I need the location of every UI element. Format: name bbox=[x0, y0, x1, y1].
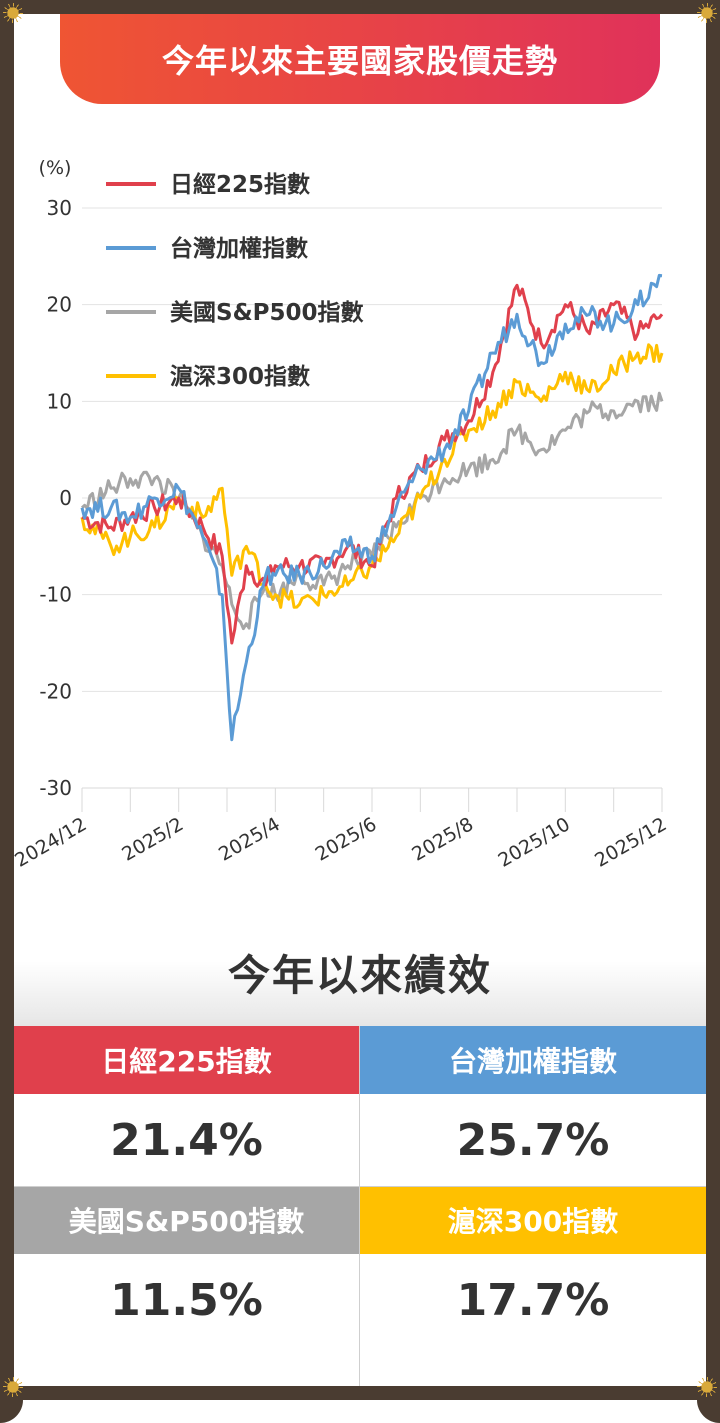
line-chart: 30 20 10 0 -10 -20 -30 (%) 2024/12 2025/2 2025/4… bbox=[11, 157, 670, 872]
performance-cell-sp500: 美國S&P500指數 11.5% bbox=[14, 1186, 359, 1346]
x-tick-label: 2025/4 bbox=[215, 813, 284, 865]
sun-icon bbox=[697, 3, 717, 23]
grid-divider-horizontal bbox=[14, 1186, 706, 1187]
x-tick-label: 2025/6 bbox=[312, 813, 381, 865]
performance-value: 21.4% bbox=[14, 1094, 359, 1186]
y-tick-label: 10 bbox=[47, 389, 72, 413]
chart-series bbox=[80, 273, 664, 742]
performance-grid: 日經225指數 21.4% 台灣加權指數 25.7% 美國S&P500指數 11… bbox=[14, 1026, 706, 1386]
series-line-taiwan bbox=[80, 273, 663, 742]
sun-icon bbox=[697, 1377, 717, 1397]
y-tick-label: -10 bbox=[39, 583, 72, 607]
grid-divider-vertical bbox=[359, 1026, 360, 1386]
legend-label: 日經225指數 bbox=[170, 171, 310, 198]
chart-grid bbox=[81, 207, 663, 812]
performance-name: 日經225指數 bbox=[14, 1026, 359, 1094]
y-tick-label: -20 bbox=[39, 679, 72, 703]
sun-icon bbox=[3, 1377, 23, 1397]
legend-label: 台灣加權指數 bbox=[170, 235, 308, 262]
y-tick-label: 20 bbox=[47, 293, 72, 317]
corner-decoration-top-right bbox=[697, 0, 720, 23]
performance-value: 11.5% bbox=[14, 1254, 359, 1346]
performance-name: 美國S&P500指數 bbox=[14, 1186, 359, 1254]
x-tick-label: 2025/8 bbox=[408, 813, 477, 865]
x-tick-label: 2024/12 bbox=[11, 813, 90, 872]
performance-value: 25.7% bbox=[360, 1094, 706, 1186]
series-line-csi bbox=[80, 343, 664, 609]
x-axis-ticks: 2024/12 2025/2 2025/4 2025/6 2025/8 2025/10 20… bbox=[11, 813, 670, 872]
y-axis-label: (%) bbox=[39, 157, 72, 179]
performance-name: 台灣加權指數 bbox=[360, 1026, 706, 1094]
x-tick-label: 2025/10 bbox=[494, 813, 573, 872]
y-axis-ticks: 30 20 10 0 -10 -20 -30 bbox=[39, 196, 72, 800]
legend-label: 美國S&P500指數 bbox=[170, 299, 364, 326]
title-banner: 今年以來主要國家股價走勢 bbox=[60, 14, 660, 104]
performance-name: 滬深300指數 bbox=[360, 1186, 706, 1254]
legend-label: 滬深300指數 bbox=[170, 363, 310, 390]
series-line-sp500 bbox=[80, 391, 664, 631]
performance-cell-csi: 滬深300指數 17.7% bbox=[360, 1186, 706, 1346]
x-tick-label: 2025/2 bbox=[118, 813, 187, 865]
page-title: 今年以來主要國家股價走勢 bbox=[161, 42, 558, 80]
y-tick-label: 0 bbox=[59, 486, 72, 510]
performance-cell-nikkei: 日經225指數 21.4% bbox=[14, 1026, 359, 1186]
performance-title-bar: 今年以來績效 bbox=[14, 918, 706, 1026]
series-line-nikkei bbox=[81, 283, 664, 645]
performance-title: 今年以來績效 bbox=[227, 950, 492, 1000]
performance-cell-taiwan: 台灣加權指數 25.7% bbox=[360, 1026, 706, 1186]
x-tick-label: 2025/12 bbox=[591, 813, 670, 872]
y-tick-label: -30 bbox=[39, 776, 72, 800]
performance-value: 17.7% bbox=[360, 1254, 706, 1346]
y-tick-label: 30 bbox=[47, 196, 72, 220]
sun-icon bbox=[3, 3, 23, 23]
corner-decoration-top-left bbox=[0, 0, 23, 23]
